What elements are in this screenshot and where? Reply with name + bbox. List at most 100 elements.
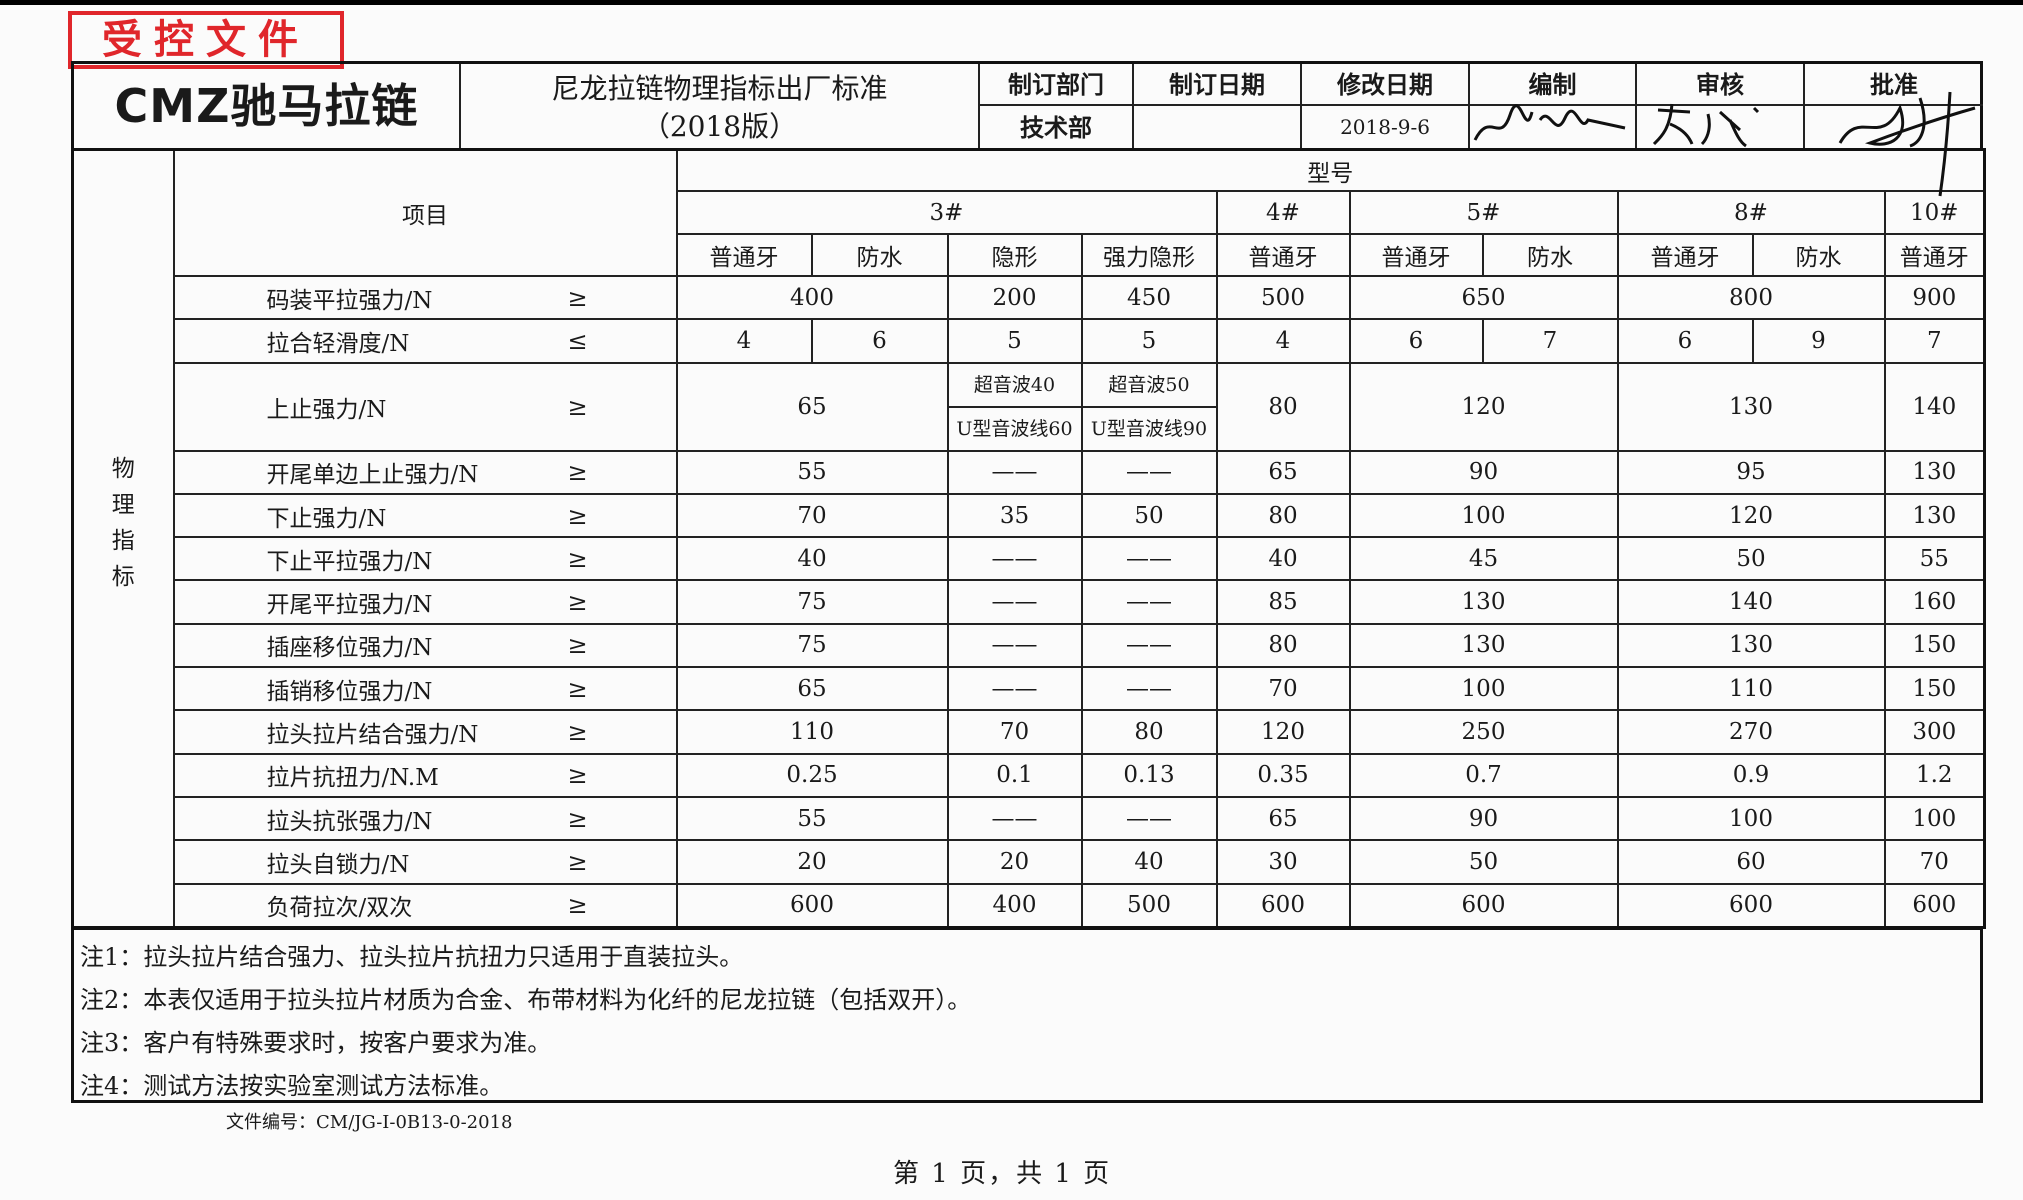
value-cell: —— <box>946 536 1083 582</box>
item-label: 开尾单边上止强力/N <box>266 462 479 489</box>
note: 注1：拉头拉片结合强力、拉头拉片抗扭力只适用于直装拉头。 <box>80 943 744 971</box>
value-cell: 50 <box>1080 492 1218 539</box>
value-cell: 140 <box>1616 579 1886 625</box>
value-cell: 130 <box>1348 622 1619 669</box>
value-cell: 70 <box>675 492 949 539</box>
value-cell: 6 <box>810 318 949 364</box>
value-cell: 120 <box>1616 492 1886 539</box>
comparison-operator: ≥ <box>567 501 588 530</box>
header-field: 审核 <box>1637 64 1805 149</box>
value-cell: 7 <box>1883 318 1986 364</box>
scan-top-edge <box>0 0 2023 5</box>
value-cell: 200 <box>946 274 1083 321</box>
header-field-label: 修改日期 <box>1302 64 1468 106</box>
item-cell: 插销移位强力/N ≥ <box>172 666 678 712</box>
comparison-operator: ≤ <box>567 326 588 355</box>
value-cell: 90 <box>1348 795 1619 842</box>
value-cell: 65 <box>675 666 949 712</box>
value-cell: 450 <box>1080 274 1218 321</box>
value-sub: U型音波线60 <box>956 417 1073 440</box>
value-cell: 130 <box>1348 579 1619 625</box>
header-field-label: 批准 <box>1805 64 1983 106</box>
value-cell: 55 <box>675 795 949 842</box>
item-cell: 拉片抗扭力/N.M ≥ <box>172 752 678 798</box>
value-cell: 5 <box>946 318 1083 364</box>
comparison-operator: ≥ <box>567 631 588 660</box>
value-cell: 75 <box>675 579 949 625</box>
value-cell: 160 <box>1883 579 1986 625</box>
header-field-label: 制订部门 <box>980 64 1132 106</box>
table-row: 上止强力/N ≥65 超音波40 U型音波线60 超音波50 U型音波线90 80 120 13… <box>73 361 1986 452</box>
header-field: 编制 <box>1470 64 1637 149</box>
value-cell: 40 <box>1215 536 1351 582</box>
value-cell: —— <box>946 666 1083 712</box>
value-cell: 80 <box>1215 361 1351 452</box>
value-cell: 6 <box>1348 318 1484 364</box>
item-header: 项目 <box>172 148 678 277</box>
header-field: 批准 <box>1805 64 1983 149</box>
value-cell: 5 <box>1080 318 1218 364</box>
value-cell: 0.7 <box>1348 752 1619 798</box>
table-row: 拉合轻滑度/N ≤4 6 5 5 4 6 7 6 9 7 <box>73 318 1986 364</box>
value-cell: —— <box>946 622 1083 669</box>
comparison-operator: ≥ <box>567 458 588 487</box>
value-cell: 70 <box>1883 839 1986 885</box>
item-cell: 拉合轻滑度/N ≤ <box>172 318 678 364</box>
value-cell: 45 <box>1348 536 1619 582</box>
comparison-operator: ≥ <box>567 847 588 876</box>
header-field: 修改日期 2018-9-6 <box>1302 64 1470 149</box>
value-cell: 20 <box>946 839 1083 885</box>
item-cell: 拉头抗张强力/N ≥ <box>172 795 678 842</box>
table-row: 开尾单边上止强力/N ≥55 —— —— 65 90 95 130 <box>73 449 1986 495</box>
header-field: 制订日期 <box>1134 64 1302 149</box>
item-cell: 开尾平拉强力/N ≥ <box>172 579 678 625</box>
value-cell: 0.9 <box>1616 752 1886 798</box>
item-label: 拉合轻滑度/N <box>266 330 410 357</box>
value-cell: —— <box>946 449 1083 495</box>
type-cell: 普通牙 <box>1348 233 1484 277</box>
value-cell: 130 <box>1883 449 1986 495</box>
value-cell: 55 <box>1883 536 1986 582</box>
note: 注4：测试方法按实验室测试方法标准。 <box>80 1072 504 1100</box>
item-label: 插销移位强力/N <box>266 678 433 705</box>
value-cell: 100 <box>1348 492 1619 539</box>
value-cell: 40 <box>675 536 949 582</box>
value-cell: —— <box>1080 795 1218 842</box>
value-cell: 95 <box>1616 449 1886 495</box>
value-cell: 30 <box>1215 839 1351 885</box>
value-cell: —— <box>1080 536 1218 582</box>
header-field-value: 技术部 <box>1020 113 1092 142</box>
value-cell: 600 <box>1883 882 1986 929</box>
value-cell: 110 <box>1616 666 1886 712</box>
item-cell: 插座移位强力/N ≥ <box>172 622 678 669</box>
value-cell: 650 <box>1348 274 1619 321</box>
value-cell: 1.2 <box>1883 752 1986 798</box>
value-cell: 9 <box>1751 318 1886 364</box>
model-10: 10# <box>1883 190 1986 235</box>
document-header: CMZ驰马拉链 尼龙拉链物理指标出厂标准 （2018版） 制订部门 技术部 制订日期… <box>71 61 1983 149</box>
item-cell: 开尾单边上止强力/N ≥ <box>172 449 678 495</box>
item-cell: 拉头拉片结合强力/N ≥ <box>172 709 678 755</box>
value-cell: 600 <box>1215 882 1351 929</box>
item-cell: 负荷拉次/双次 ≥ <box>172 882 678 929</box>
type-cell: 防水 <box>1751 233 1886 277</box>
model-3: 3# <box>675 190 1218 235</box>
value-cell: 400 <box>675 274 949 321</box>
value-cell: —— <box>1080 449 1218 495</box>
value-cell: 100 <box>1348 666 1619 712</box>
header-field-value <box>1134 106 1300 149</box>
value-cell: 75 <box>675 622 949 669</box>
type-cell: 隐形 <box>946 233 1083 277</box>
value-cell: 80 <box>1215 622 1351 669</box>
comparison-operator: ≥ <box>567 283 588 312</box>
value-cell: 140 <box>1883 361 1986 452</box>
value-cell: 4 <box>1215 318 1351 364</box>
value-cell: —— <box>946 795 1083 842</box>
comparison-operator: ≥ <box>567 392 588 421</box>
value-cell: 20 <box>675 839 949 885</box>
value-cell: 50 <box>1616 536 1886 582</box>
note: 注3：客户有特殊要求时，按客户要求为准。 <box>80 1029 552 1057</box>
item-label: 开尾平拉强力/N <box>266 592 433 619</box>
item-label: 拉头抗张强力/N <box>266 808 433 835</box>
table-row: 下止强力/N ≥70 35 50 80 100 120 130 <box>73 492 1986 539</box>
